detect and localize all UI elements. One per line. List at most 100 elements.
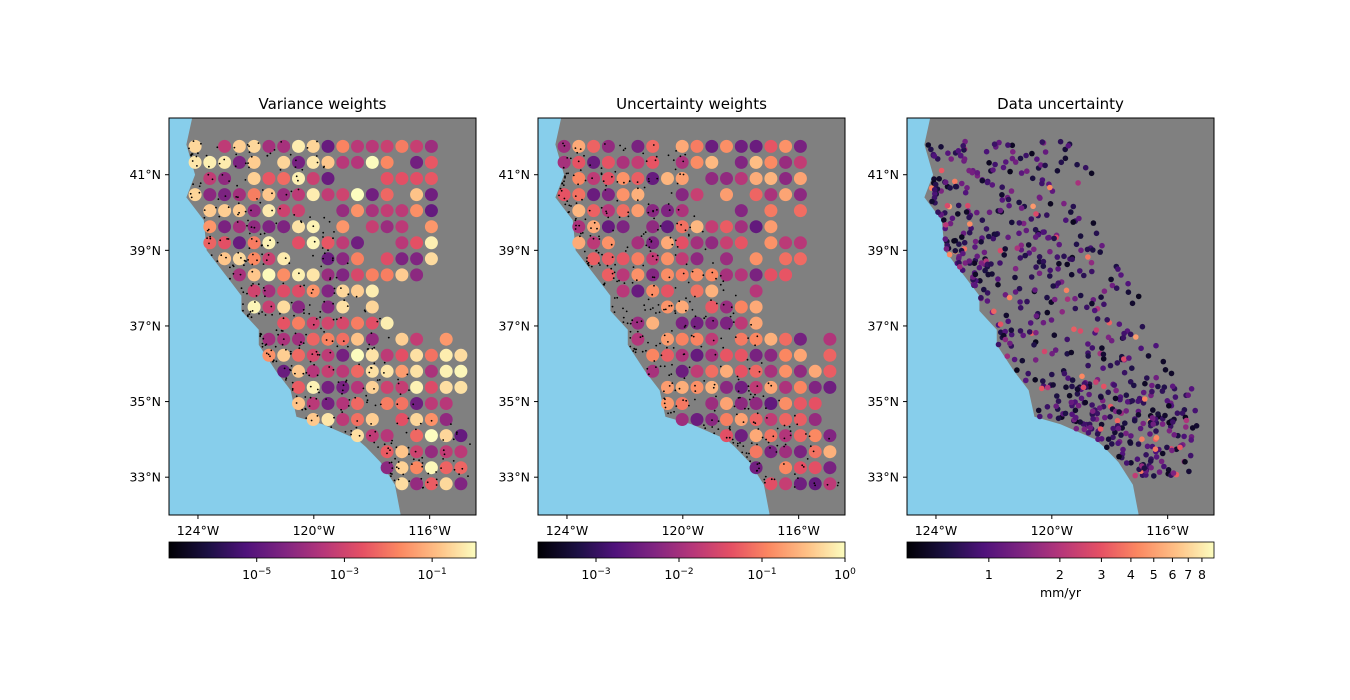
weight-marker xyxy=(410,268,424,282)
station-tick xyxy=(667,154,670,157)
weight-marker xyxy=(292,332,305,346)
station-tick xyxy=(605,210,607,213)
station-tick xyxy=(749,393,752,396)
station-marker xyxy=(1085,362,1091,369)
weight-marker xyxy=(690,188,704,202)
weight-marker xyxy=(292,316,305,330)
weight-marker xyxy=(646,316,660,330)
station-tick xyxy=(653,284,655,287)
station-tick xyxy=(647,203,650,206)
station-marker xyxy=(1141,465,1148,472)
station-tick xyxy=(191,153,194,155)
station-tick xyxy=(373,362,376,365)
station-tick xyxy=(613,311,616,313)
station-marker xyxy=(948,156,954,162)
station-marker xyxy=(1025,370,1031,377)
weight-marker xyxy=(247,139,261,153)
station-tick xyxy=(195,155,198,158)
station-marker xyxy=(949,215,956,222)
station-marker xyxy=(1068,349,1075,356)
station-tick xyxy=(442,439,445,441)
station-marker xyxy=(1089,345,1096,351)
station-marker xyxy=(1016,230,1022,237)
station-marker xyxy=(952,248,959,254)
weight-marker xyxy=(793,397,807,410)
station-tick xyxy=(217,198,220,201)
station-tick xyxy=(649,250,652,253)
weight-marker xyxy=(720,220,733,234)
station-marker xyxy=(945,150,951,156)
station-marker xyxy=(1064,336,1070,343)
weight-marker xyxy=(675,348,689,362)
station-marker xyxy=(1002,336,1009,343)
station-tick xyxy=(316,353,319,356)
station-tick xyxy=(637,187,639,190)
station-marker xyxy=(1016,220,1023,226)
weight-marker xyxy=(587,204,601,218)
station-tick xyxy=(347,345,349,348)
station-tick xyxy=(252,283,254,285)
station-marker xyxy=(1149,382,1155,389)
weight-marker xyxy=(779,397,793,410)
station-tick xyxy=(199,182,202,185)
station-tick xyxy=(687,281,690,284)
weight-marker xyxy=(793,155,807,169)
station-marker xyxy=(1017,155,1024,162)
station-tick xyxy=(254,301,256,303)
station-tick xyxy=(325,398,327,400)
station-tick xyxy=(656,254,659,257)
station-tick xyxy=(415,428,417,431)
station-tick xyxy=(600,206,603,209)
station-marker xyxy=(1169,383,1176,390)
weight-marker xyxy=(218,172,232,185)
station-tick xyxy=(206,229,209,232)
station-tick xyxy=(269,355,271,358)
station-marker xyxy=(1135,398,1141,405)
weight-marker xyxy=(439,461,453,475)
weight-marker xyxy=(749,461,763,475)
weight-marker xyxy=(631,332,645,346)
station-tick xyxy=(729,426,731,428)
weight-marker xyxy=(351,204,364,218)
station-tick xyxy=(636,330,639,333)
station-tick xyxy=(789,430,792,432)
station-tick xyxy=(285,348,287,351)
station-marker xyxy=(1152,446,1159,453)
station-tick xyxy=(675,150,677,152)
station-tick xyxy=(298,272,300,275)
station-tick xyxy=(802,466,805,468)
station-marker xyxy=(1073,414,1079,421)
weight-marker xyxy=(779,172,793,185)
station-tick xyxy=(279,207,281,210)
station-tick xyxy=(263,289,266,292)
station-marker xyxy=(929,198,935,205)
station-tick xyxy=(789,434,792,437)
weight-marker xyxy=(675,172,689,185)
weight-marker xyxy=(734,397,748,410)
station-tick xyxy=(333,416,335,419)
station-tick xyxy=(623,282,626,284)
weight-marker xyxy=(395,461,409,475)
station-tick xyxy=(263,232,266,235)
station-tick xyxy=(566,157,569,159)
station-marker xyxy=(1037,195,1043,201)
weight-marker xyxy=(601,139,615,153)
station-tick xyxy=(379,317,381,320)
station-tick xyxy=(616,296,619,299)
station-marker xyxy=(1044,384,1051,391)
station-tick xyxy=(227,206,230,209)
station-marker xyxy=(1109,441,1115,447)
station-marker xyxy=(1063,287,1070,294)
station-tick xyxy=(323,216,326,219)
weight-marker xyxy=(808,364,822,378)
lat-tick-label: 33°N xyxy=(867,470,899,485)
weight-marker xyxy=(380,316,394,330)
station-tick xyxy=(762,395,765,398)
weight-marker xyxy=(779,188,793,202)
station-tick xyxy=(704,427,707,430)
station-tick xyxy=(586,257,588,259)
station-tick xyxy=(587,261,590,264)
weight-marker xyxy=(616,188,630,202)
station-tick xyxy=(272,359,275,362)
station-marker xyxy=(1115,425,1122,432)
